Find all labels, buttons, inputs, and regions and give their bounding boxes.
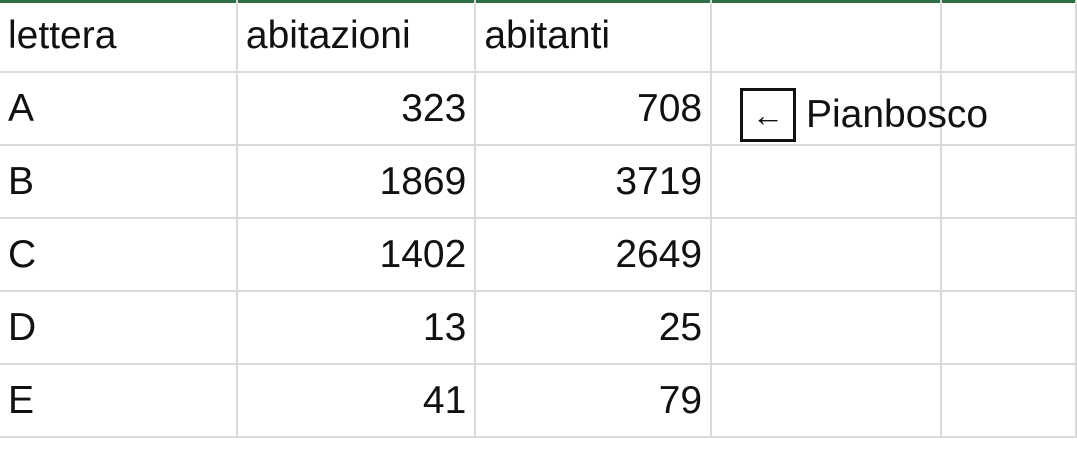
empty-cell[interactable] <box>940 290 1077 365</box>
empty-cell[interactable] <box>940 144 1077 219</box>
empty-cell[interactable] <box>710 0 943 73</box>
header-row: lettera abitazioni abitanti <box>0 0 1077 73</box>
empty-cell[interactable] <box>941 71 1077 146</box>
table-row: A 323 708 <box>0 71 1077 146</box>
abitazioni-cell[interactable]: 13 <box>235 290 477 365</box>
left-arrow-box-icon: ← <box>740 88 796 142</box>
abitazioni-cell[interactable]: 323 <box>235 71 477 146</box>
abitanti-cell[interactable]: 708 <box>474 71 713 146</box>
note-cell[interactable] <box>710 71 943 146</box>
empty-cell[interactable] <box>710 363 943 438</box>
abitazioni-cell[interactable]: 1402 <box>235 217 477 292</box>
data-grid: lettera abitazioni abitanti A 323 708 B … <box>0 0 1077 438</box>
empty-cell[interactable] <box>940 363 1077 438</box>
table-row: C 1402 2649 <box>0 217 1077 292</box>
letter-cell[interactable]: B <box>0 144 238 219</box>
abitanti-cell[interactable]: 2649 <box>474 217 713 292</box>
letter-cell[interactable]: A <box>0 71 238 146</box>
header-cell[interactable]: abitazioni <box>235 0 477 73</box>
empty-cell[interactable] <box>710 290 943 365</box>
abitanti-cell[interactable]: 25 <box>474 290 713 365</box>
table-row: D 13 25 <box>0 290 1077 365</box>
letter-cell[interactable]: D <box>0 290 238 365</box>
note-label: Pianbosco <box>806 93 989 136</box>
header-cell[interactable]: lettera <box>0 0 238 73</box>
header-cell[interactable]: abitanti <box>474 0 713 73</box>
abitazioni-cell[interactable]: 41 <box>235 363 477 438</box>
abitanti-cell[interactable]: 79 <box>474 363 713 438</box>
abitanti-cell[interactable]: 3719 <box>474 144 713 219</box>
empty-cell[interactable] <box>940 217 1077 292</box>
table-row: B 1869 3719 <box>0 144 1077 219</box>
empty-cell[interactable] <box>710 144 943 219</box>
abitazioni-cell[interactable]: 1869 <box>235 144 477 219</box>
table-row: E 41 79 <box>0 363 1077 438</box>
letter-cell[interactable]: E <box>0 363 238 438</box>
empty-cell[interactable] <box>940 0 1077 73</box>
empty-cell[interactable] <box>710 217 943 292</box>
letter-cell[interactable]: C <box>0 217 238 292</box>
pianbosco-note: ← Pianbosco <box>740 88 988 142</box>
